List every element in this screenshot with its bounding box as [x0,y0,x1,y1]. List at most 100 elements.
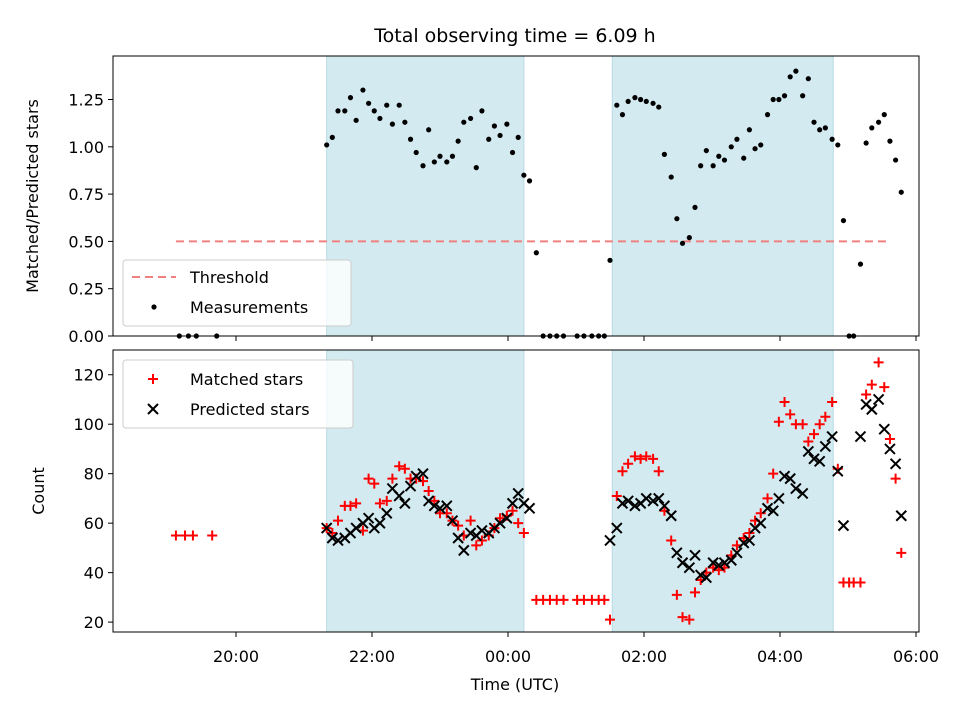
matched-star-point [363,473,374,484]
predicted-star-point [458,544,470,557]
measurement-point [329,134,335,140]
y-tick-label: 20 [84,613,104,632]
matched-star-point [399,463,410,474]
matched-star-point [507,505,518,516]
predicted-star-point [381,507,393,519]
measurement-point [455,138,461,144]
predicted-star-point [813,455,826,468]
predicted-star-point [784,472,796,485]
matched-star-point [861,389,872,400]
measurement-point [656,104,662,110]
matched-star-point [351,498,362,509]
predicted-star-point [743,534,756,547]
measurement-point [324,142,330,148]
measurement-point [728,144,734,150]
y-tick-label: 60 [84,514,104,533]
legend-matched-label: Matched stars [190,370,303,389]
measurement-point [758,142,764,148]
matched-star-point [465,515,476,526]
x-tick-label: 20:00 [213,647,259,666]
predicted-star-point [399,497,411,510]
predicted-star-point [895,510,907,522]
y-tick-label: 120 [73,366,104,385]
measurement-point [413,149,419,156]
matched-star-point [170,530,181,541]
measurement-point [643,98,649,105]
matched-star-point [779,396,790,407]
predicted-star-point [884,443,896,455]
measurement-point [461,119,467,125]
predicted-star-point [755,517,767,529]
top-panel: 0.00 0.25 0.50 0.75 1.00 1.25 Matched/Predict… [23,55,920,346]
matched-star-point [495,513,506,524]
predicted-star-point [446,514,459,527]
measurement-point [840,217,847,224]
measurement-point [533,250,539,256]
predicted-star-point [731,547,743,559]
predicted-star-point [718,557,731,569]
predicted-star-point [658,500,671,512]
legend-predicted-label: Predicted stars [190,400,310,419]
y-tick-label: 100 [73,415,104,434]
matched-star-point [623,458,634,469]
predicted-star-point [866,403,878,416]
matched-star-point [394,461,405,472]
matched-star-point [785,409,796,420]
measurement-point [444,159,450,165]
predicted-star-point [326,532,339,544]
legend-measurements-swatch [151,304,157,310]
predicted-star-point [332,534,344,547]
measurement-point [746,127,753,133]
bottom-panel: 20 40 60 80 100 120 20:00 22:00 00:00 02:00 04:00… [29,349,939,694]
predicted-star-point [653,492,665,505]
measurement-point [776,96,782,103]
measurement-point [377,115,383,122]
predicted-star-point [854,430,867,443]
x-tick-label: 00:00 [485,647,531,666]
top-y-ticks: 0.00 0.25 0.50 0.75 1.00 1.25 [68,91,113,346]
predicted-star-point [350,522,362,534]
predicted-star-point [464,527,477,539]
matched-star-point [814,419,825,430]
measurement-point [619,112,626,118]
predicted-star-point [393,490,405,502]
predicted-star-point [611,522,623,534]
matched-star-point [713,565,724,576]
matched-star-point [453,520,464,531]
x-tick-label: 06:00 [893,647,939,666]
predicted-star-point [819,440,832,453]
measurement-point [389,121,395,127]
predicted-star-point [837,519,850,532]
measurement-point [661,151,668,157]
matched-star-point [768,468,779,479]
measurement-point [721,157,728,163]
measurement-point [420,163,426,169]
predicted-star-point [689,549,701,562]
matched-star-point [648,453,659,464]
predicted-star-point [320,522,333,534]
measurement-point [479,108,485,114]
measurement-point [898,189,904,195]
measurement-point [887,138,893,144]
predicted-star-point [707,557,719,569]
matched-star-point [429,495,440,506]
top-x-ticks [235,336,917,341]
predicted-star-point [640,492,652,505]
matched-star-point [873,357,884,368]
predicted-star-point [694,569,707,581]
predicted-star-point [506,497,519,510]
y-tick-label: 0.50 [68,232,104,251]
measurement-point [632,95,638,101]
measurement-point [881,112,887,118]
measurement-point [787,74,793,80]
matched-star-point [879,382,890,393]
legend-measurements-label: Measurements [190,298,308,317]
measurement-point [515,134,521,140]
y-tick-label: 1.00 [68,138,104,157]
matched-star-point [762,493,773,504]
measurement-point [521,172,527,178]
matched-star-point [653,466,664,477]
matched-star-point [423,486,434,496]
measurement-point [360,87,366,93]
predicted-star-point [790,482,802,495]
